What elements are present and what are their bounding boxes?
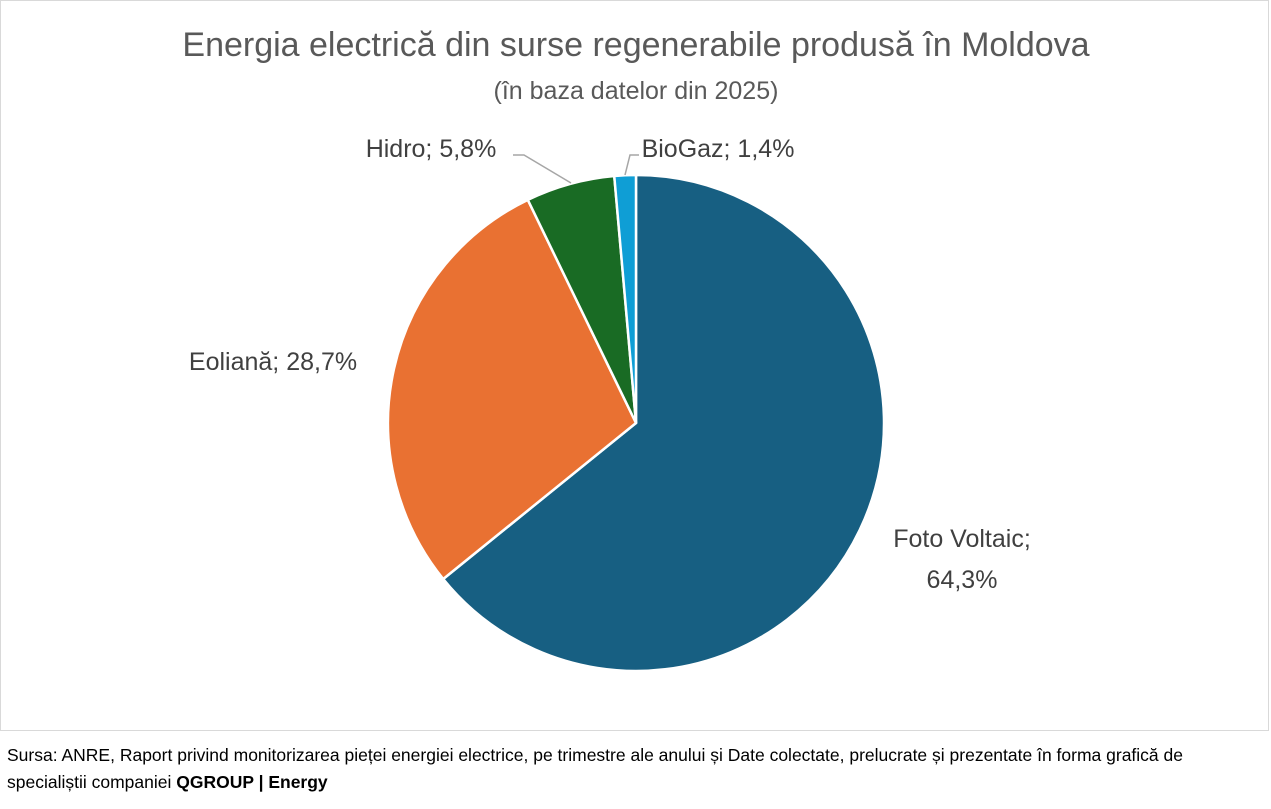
data-label-foto-voltaic: Foto Voltaic; [893,525,1031,553]
data-label-eolian-: Eoliană; 28,7% [189,348,357,376]
data-label-hidro: Hidro; 5,8% [366,135,497,163]
leader-line-hidro [513,154,572,184]
data-label-value-foto-voltaic: 64,3% [927,566,998,594]
brand-name: QGROUP | Energy [176,772,328,792]
chart-area: Energia electrică din surse regenerabile… [0,0,1269,731]
leader-line-biogaz [624,154,639,176]
pie-slice-foto-voltaic [441,173,886,673]
data-label-biogaz: BioGaz; 1,4% [642,135,795,163]
chart-title: Energia electrică din surse regenerabile… [182,26,1089,64]
chart-subtitle: (în baza datelor din 2025) [494,77,779,105]
pie-slice-biogaz [613,173,638,425]
source-text: Sursa: ANRE, Raport privind monitorizare… [7,745,1183,792]
pie-slice-eolian- [386,198,638,581]
pie-chart: Energia electrică din surse regenerabile… [182,26,1090,673]
source-footnote: Sursa: ANRE, Raport privind monitorizare… [7,742,1267,796]
